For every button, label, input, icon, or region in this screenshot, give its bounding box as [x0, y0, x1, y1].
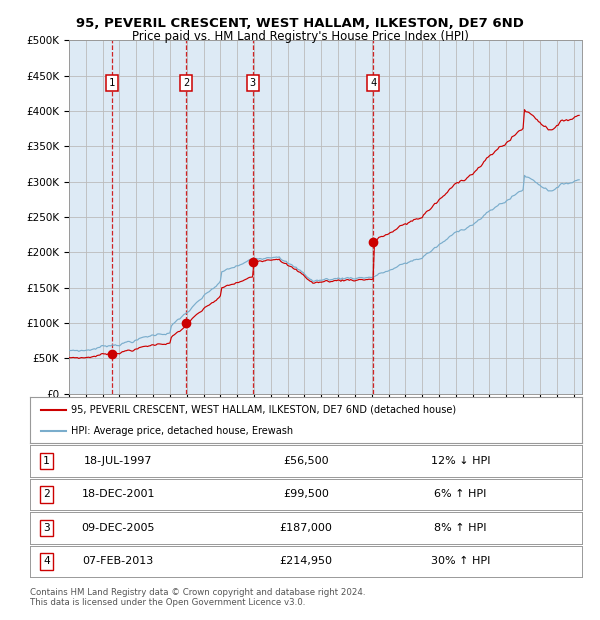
- Text: Price paid vs. HM Land Registry's House Price Index (HPI): Price paid vs. HM Land Registry's House …: [131, 30, 469, 43]
- Text: 95, PEVERIL CRESCENT, WEST HALLAM, ILKESTON, DE7 6ND (detached house): 95, PEVERIL CRESCENT, WEST HALLAM, ILKES…: [71, 405, 457, 415]
- Text: £187,000: £187,000: [280, 523, 332, 533]
- Text: 18-DEC-2001: 18-DEC-2001: [82, 489, 155, 500]
- Text: 2: 2: [43, 489, 50, 500]
- Text: £56,500: £56,500: [283, 456, 329, 466]
- Text: 8% ↑ HPI: 8% ↑ HPI: [434, 523, 487, 533]
- Text: HPI: Average price, detached house, Erewash: HPI: Average price, detached house, Erew…: [71, 426, 293, 436]
- Text: 4: 4: [43, 556, 50, 567]
- Text: 3: 3: [43, 523, 50, 533]
- Text: 09-DEC-2005: 09-DEC-2005: [82, 523, 155, 533]
- Text: 3: 3: [250, 78, 256, 87]
- Text: 4: 4: [370, 78, 377, 87]
- Text: 1: 1: [43, 456, 50, 466]
- Text: 18-JUL-1997: 18-JUL-1997: [84, 456, 152, 466]
- Text: £214,950: £214,950: [280, 556, 332, 567]
- Text: 12% ↓ HPI: 12% ↓ HPI: [431, 456, 490, 466]
- Text: 2: 2: [183, 78, 189, 87]
- Text: Contains HM Land Registry data © Crown copyright and database right 2024.
This d: Contains HM Land Registry data © Crown c…: [30, 588, 365, 607]
- Text: £99,500: £99,500: [283, 489, 329, 500]
- Text: 95, PEVERIL CRESCENT, WEST HALLAM, ILKESTON, DE7 6ND: 95, PEVERIL CRESCENT, WEST HALLAM, ILKES…: [76, 17, 524, 30]
- Text: 6% ↑ HPI: 6% ↑ HPI: [434, 489, 487, 500]
- Text: 1: 1: [109, 78, 115, 87]
- Text: 07-FEB-2013: 07-FEB-2013: [83, 556, 154, 567]
- Text: 30% ↑ HPI: 30% ↑ HPI: [431, 556, 490, 567]
